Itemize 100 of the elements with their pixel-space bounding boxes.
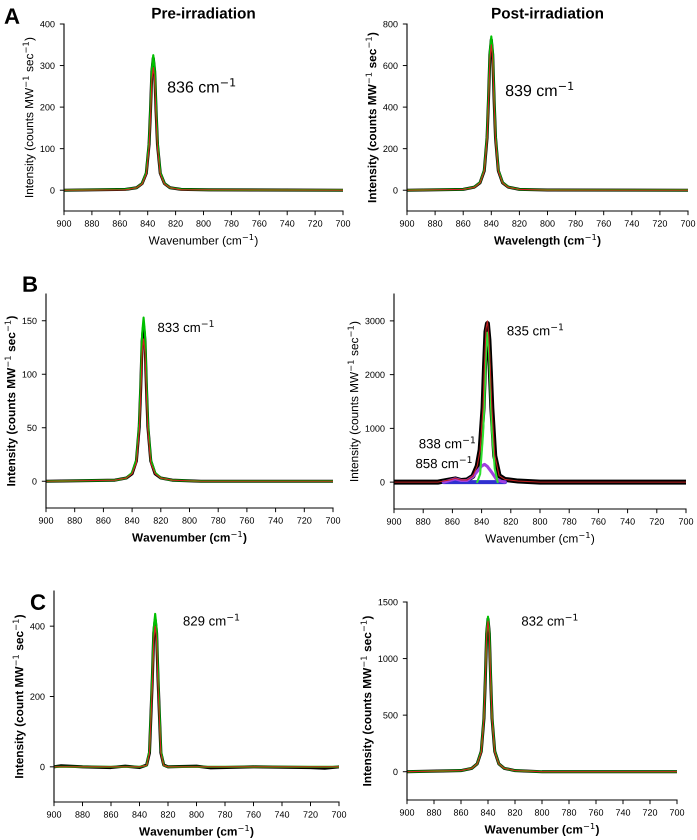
y-tick-label: 300 [40, 62, 55, 69]
y-tick-label: 200 [30, 693, 45, 700]
x-tick-label: 780 [562, 518, 576, 525]
x-tick-label: 760 [252, 220, 266, 227]
x-tick-label: 860 [456, 220, 470, 227]
y-tick-label: 1000 [366, 425, 385, 432]
x-tick-label: 760 [240, 517, 254, 524]
x-tick-label: 900 [400, 809, 414, 816]
y-axis-title: Intensity (count MW$^{−1}$ sec$^{−1}$) [12, 614, 26, 778]
x-tick-label: 700 [680, 220, 696, 227]
text: C [30, 594, 46, 610]
x-tick-label: 700 [336, 220, 350, 227]
y-tick-label: 800 [383, 20, 398, 28]
x-tick-label: 700 [332, 811, 346, 818]
x-tick-label: 860 [445, 518, 460, 525]
y-tick-label: 200 [40, 104, 55, 110]
x-tick-label: 800 [189, 811, 204, 818]
y-tick-label: 0 [380, 479, 385, 486]
x-tick-label: 880 [426, 809, 442, 816]
x-tick-label: 700 [678, 518, 694, 525]
x-tick-label: 880 [428, 220, 442, 227]
x-tick-label: 720 [308, 220, 322, 227]
y-tick-label: 400 [30, 623, 45, 630]
x-tick-label: 800 [182, 517, 197, 524]
x-tick-label: 820 [154, 517, 168, 524]
x-tick-label: 820 [168, 220, 183, 227]
annotation: 829 cm$^{−1}$ [184, 614, 240, 626]
x-tick-label: 720 [303, 811, 318, 818]
x-tick-label: 820 [160, 811, 176, 818]
y-tick-label: 2000 [365, 372, 385, 378]
x-tick-label: 800 [532, 518, 548, 525]
x-tick-label: 860 [112, 220, 127, 227]
x-tick-label: 880 [416, 518, 430, 525]
annotation: 838 cm$^{−1}$ [419, 436, 475, 448]
x-tick-label: 900 [56, 220, 72, 227]
x-tick-label: 840 [480, 809, 496, 816]
y-axis-title: Intensity (counts MW$^{−1}$ sec$^{−1}$) [22, 38, 36, 197]
x-tick-label: 780 [568, 220, 583, 227]
x-tick-label: 740 [280, 220, 294, 227]
x-tick-label: 840 [124, 517, 140, 524]
annotation: 833 cm$^{−1}$ [158, 320, 214, 332]
x-tick-label: 860 [96, 517, 111, 524]
y-tick-label: 0 [393, 768, 398, 776]
annotation: 836 cm$^{−1}$ [168, 78, 236, 93]
y-axis-title: Intensity (counts MW$^{−1}$ sec$^{−1}$) [4, 316, 18, 486]
annotation: 835 cm$^{−1}$ [507, 324, 564, 336]
x-axis-title: Wavelength (cm$^{−1}$) [494, 234, 600, 248]
x-tick-label: 900 [386, 518, 402, 525]
y-tick-label: 400 [40, 20, 55, 28]
x-tick-label: 760 [591, 518, 606, 525]
x-tick-label: 840 [132, 811, 147, 818]
x-tick-label: 740 [616, 809, 630, 816]
y-tick-label: 0 [32, 478, 37, 485]
x-tick-label: 840 [484, 220, 498, 227]
x-tick-label: 780 [224, 220, 239, 227]
x-tick-label: 820 [508, 809, 522, 816]
y-tick-label: 100 [22, 371, 37, 378]
y-tick-label: 100 [40, 146, 55, 152]
x-tick-label: 740 [268, 517, 283, 524]
text: A [4, 8, 20, 24]
y-tick-label: 3000 [365, 318, 385, 324]
x-tick-label: 740 [620, 518, 635, 525]
x-axis-title: Wavenumber (cm$^{−1}$) [484, 823, 599, 836]
y-tick-label: 0 [393, 187, 398, 194]
y-axis-title: Intensity (counts MW$^{−1}$ sec$^{−1}$) [366, 32, 379, 202]
x-tick-label: 800 [534, 809, 550, 816]
x-tick-label: 720 [650, 518, 664, 525]
x-tick-label: 720 [652, 220, 668, 227]
text: B [23, 276, 38, 292]
annotation: 858 cm$^{−1}$ [416, 456, 472, 468]
x-tick-label: 800 [196, 220, 211, 227]
annotation: 832 cm$^{−1}$ [522, 614, 578, 626]
y-axis-title: Intensity (counts MW$^{−1}$ sec$^{−1}$) [348, 322, 361, 481]
x-tick-label: 740 [274, 811, 290, 818]
y-tick-label: 0 [40, 764, 45, 770]
x-tick-label: 700 [326, 517, 340, 524]
x-tick-label: 760 [588, 809, 604, 816]
x-tick-label: 780 [562, 809, 576, 816]
x-tick-label: 840 [140, 220, 155, 227]
y-axis-title: Intensity (counts MW$^{−1}$ sec$^{−1}$) [360, 616, 374, 786]
x-axis-title: Wavenumber (cm$^{−1}$) [148, 234, 258, 247]
x-tick-label: 860 [454, 809, 468, 816]
y-tick-label: 500 [383, 712, 398, 719]
x-tick-label: 900 [38, 517, 54, 524]
x-tick-label: 880 [84, 220, 100, 227]
x-tick-label: 780 [218, 811, 232, 818]
x-tick-label: 880 [68, 517, 82, 524]
x-axis-title: Wavenumber (cm$^{−1}$) [139, 825, 254, 838]
y-tick-label: 50 [27, 424, 37, 432]
x-tick-label: 900 [400, 220, 414, 227]
x-tick-label: 740 [624, 220, 639, 227]
x-tick-label: 820 [504, 518, 518, 525]
x-tick-label: 700 [670, 809, 684, 816]
x-tick-label: 820 [512, 220, 527, 227]
x-tick-label: 860 [104, 811, 118, 818]
x-tick-label: 720 [297, 517, 312, 524]
x-axis-title: Wavenumber (cm$^{−1}$) [485, 532, 594, 545]
y-tick-label: 200 [383, 146, 398, 152]
x-tick-label: 800 [540, 220, 555, 227]
x-tick-label: 880 [75, 811, 90, 818]
